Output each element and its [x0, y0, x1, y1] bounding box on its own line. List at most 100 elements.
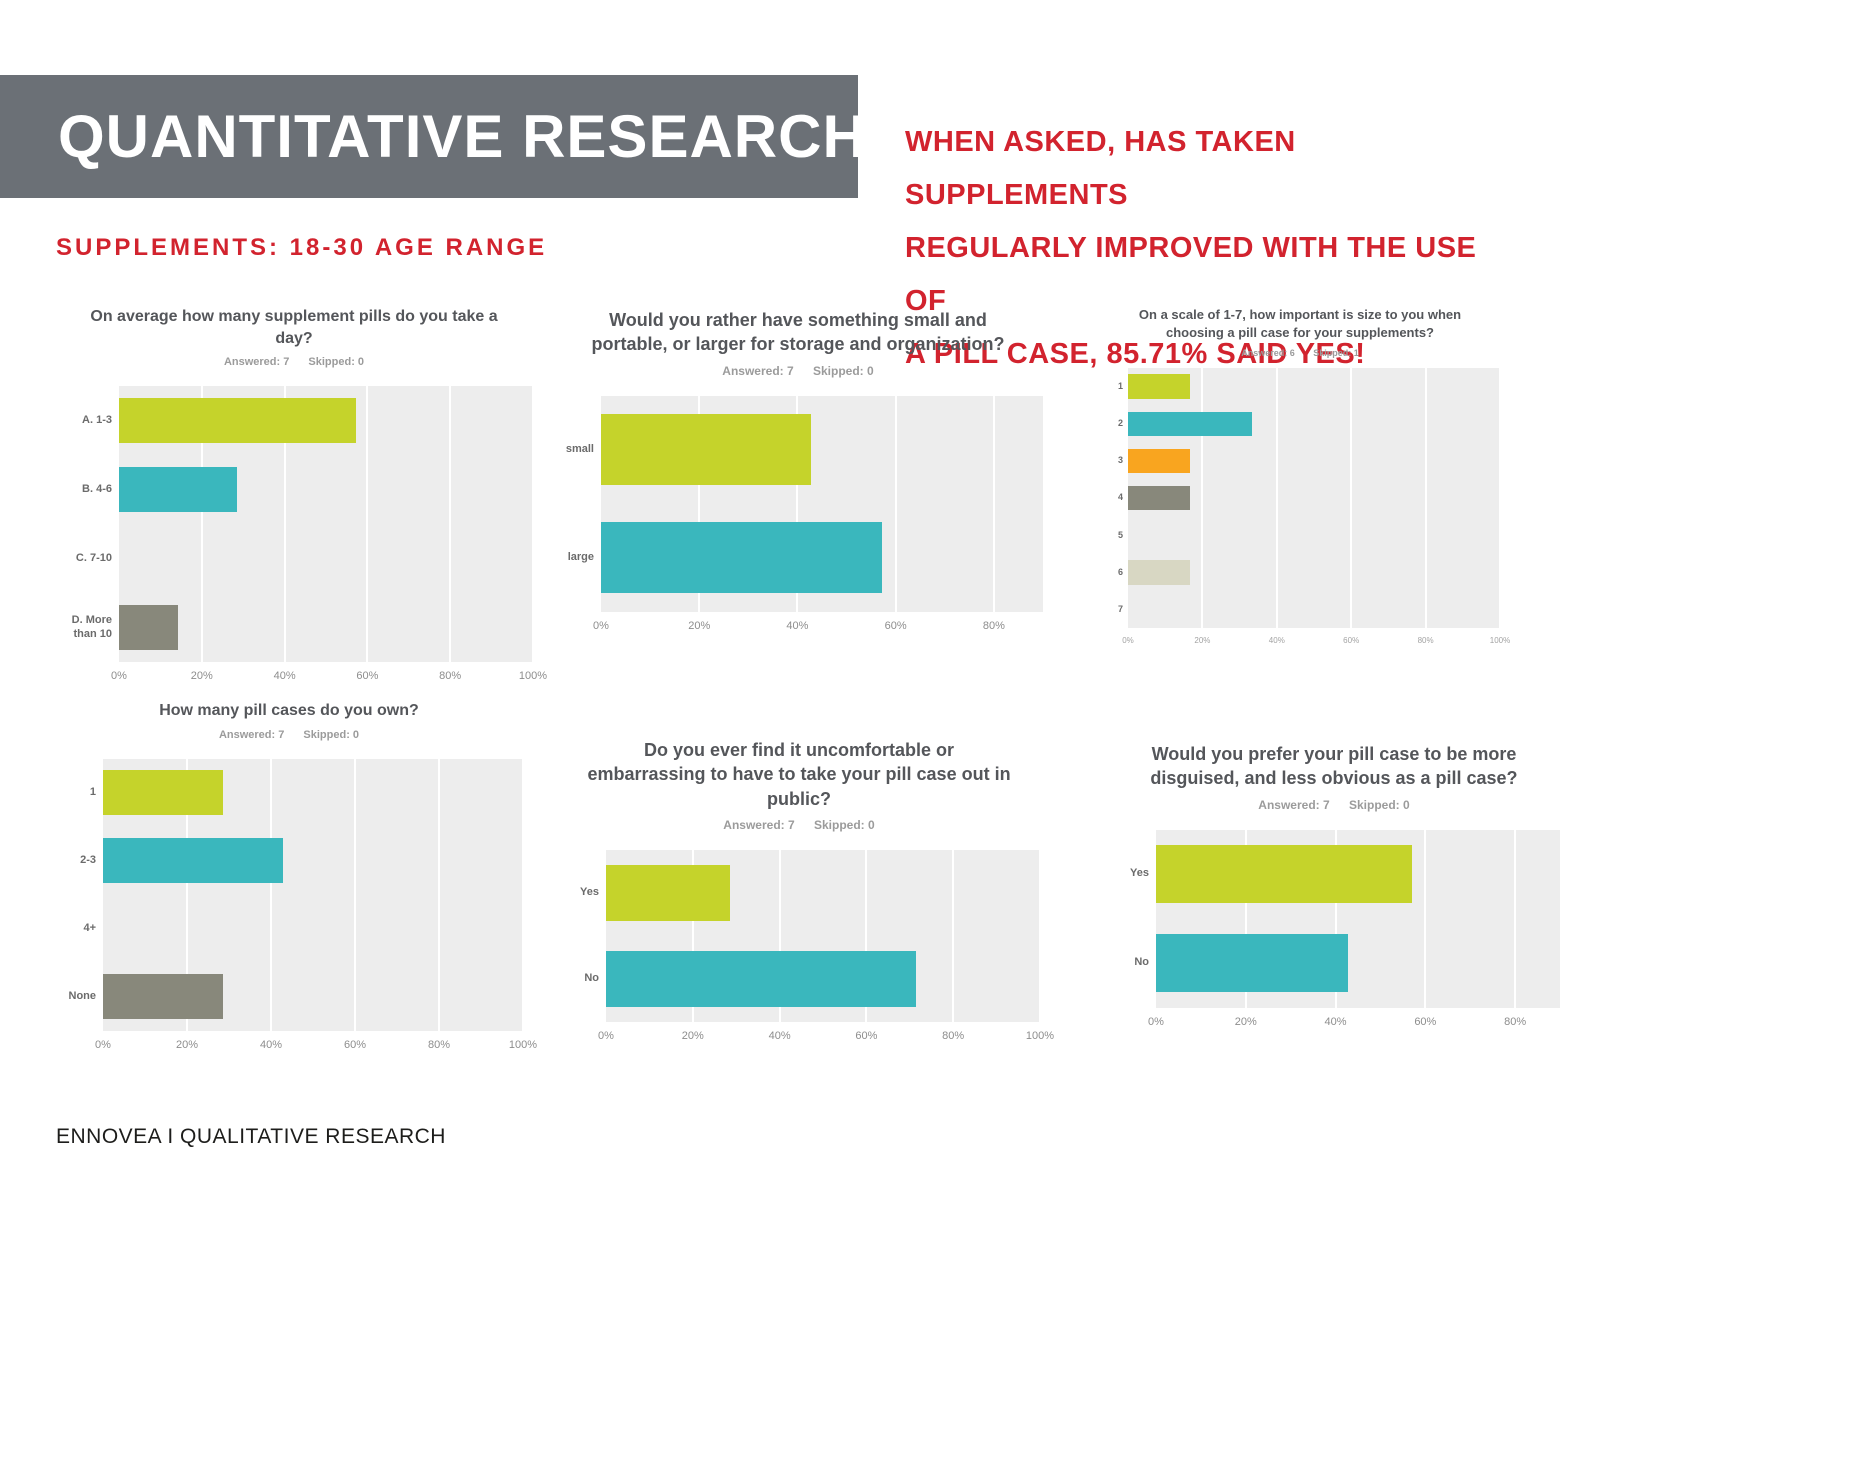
x-tick-label: 20%: [1194, 636, 1211, 646]
bar-row: [103, 759, 523, 827]
x-tick-label: 40%: [273, 670, 296, 683]
gridline: [522, 758, 524, 1031]
x-tick-label: 80%: [1504, 1015, 1527, 1028]
gridline: [1424, 368, 1427, 629]
chart-small-vs-large: Would you rather have something small an…: [553, 308, 1043, 641]
x-tick-label: 0%: [1148, 1015, 1164, 1028]
category-label: 1: [1117, 381, 1123, 392]
x-tick-label: 60%: [1414, 1015, 1437, 1028]
x-tick-label: 20%: [175, 1038, 199, 1051]
bar-row: [1128, 405, 1500, 442]
category-label: D. More than 10: [71, 613, 112, 640]
chart-disguised-preference: Would you prefer your pill case to be mo…: [1108, 742, 1560, 1037]
category-label: small: [565, 442, 594, 455]
x-axis: 0% 20% 40% 60% 80%: [593, 617, 1043, 641]
category-label: large: [567, 550, 594, 563]
bar: [1156, 933, 1349, 993]
bar-row: [1128, 368, 1500, 405]
gridline: [796, 395, 799, 612]
category-label: B. 4-6: [82, 482, 112, 495]
x-tick-label: 20%: [688, 619, 711, 632]
x-tick-label: 40%: [768, 1029, 791, 1042]
x-axis: 0% 20% 40% 60% 80% 100%: [598, 1027, 1054, 1051]
bar-row: [119, 593, 533, 662]
gridline: [283, 386, 286, 663]
y-axis-labels: 1 2-3 4+ None: [55, 759, 103, 1031]
chart-size-importance-scale: On a scale of 1-7, how important is size…: [1100, 306, 1510, 657]
gridline: [366, 386, 369, 663]
gridline: [1244, 829, 1247, 1008]
plot-area: [119, 386, 534, 663]
gridline: [1039, 849, 1041, 1022]
skipped-count: Skipped: 0: [303, 728, 360, 741]
answered-count: Answered: 7: [1258, 797, 1330, 812]
x-tick-label: 60%: [356, 670, 379, 683]
bar: [1128, 411, 1252, 437]
bar-row: [1128, 517, 1500, 554]
bar: [606, 950, 916, 1008]
bar: [601, 413, 812, 486]
x-tick-label: 20%: [681, 1029, 704, 1042]
gridline: [438, 758, 440, 1031]
bar-row: [601, 396, 1043, 504]
skipped-count: Skipped: 0: [813, 363, 874, 378]
bar-row: [119, 386, 533, 455]
bar-row: [1128, 480, 1500, 517]
answered-count: Answered: 7: [722, 363, 794, 378]
gridline: [354, 758, 356, 1031]
x-tick-label: 100%: [508, 1038, 538, 1051]
x-tick-label: 20%: [190, 670, 213, 683]
plot-area: [606, 849, 1041, 1022]
x-tick-label: 20%: [1234, 1015, 1257, 1028]
bar: [1128, 448, 1190, 474]
gridline: [1514, 829, 1517, 1008]
plot-area: [1156, 829, 1560, 1008]
x-tick-label: 100%: [1489, 636, 1511, 646]
gridline: [698, 395, 701, 612]
x-tick-label: 60%: [855, 1029, 878, 1042]
bar-row: [103, 895, 523, 963]
bar: [103, 974, 223, 1020]
bar: [119, 604, 179, 651]
answered-count: Answered: 7: [218, 728, 285, 741]
x-tick-label: 100%: [1025, 1029, 1055, 1042]
x-tick-label: 80%: [427, 1038, 451, 1051]
category-label: No: [584, 972, 599, 985]
chart-meta: Answered: 7 Skipped: 0: [55, 729, 523, 741]
x-tick-label: 0%: [593, 619, 609, 632]
skipped-count: Skipped: 1: [1313, 348, 1359, 359]
bar-row: [606, 936, 1040, 1022]
category-label: 2-3: [80, 853, 96, 866]
y-axis-labels: Yes No: [1108, 830, 1156, 1008]
x-tick-label: 100%: [518, 670, 548, 683]
category-label: 2: [1117, 418, 1123, 429]
gridline: [1499, 368, 1501, 629]
chart-meta: Answered: 7 Skipped: 0: [55, 356, 533, 368]
x-tick-label: 40%: [1268, 636, 1285, 646]
category-label: C. 7-10: [75, 551, 112, 564]
bar-row: [119, 524, 533, 593]
chart-supplements-per-day: On average how many supplement pills do …: [55, 306, 547, 691]
y-axis-labels: 1 2 3 4 5 6 7: [1100, 368, 1128, 628]
x-tick-label: 80%: [942, 1029, 965, 1042]
x-tick-label: 40%: [259, 1038, 283, 1051]
x-tick-label: 60%: [1343, 636, 1360, 646]
chart-embarrassment-public: Do you ever find it uncomfortable or emb…: [558, 738, 1054, 1051]
plot-area: [103, 758, 524, 1031]
x-tick-label: 0%: [598, 1029, 614, 1042]
skipped-count: Skipped: 0: [1349, 797, 1410, 812]
chart-title: How many pill cases do you own?: [159, 702, 419, 719]
category-label: 6: [1117, 566, 1123, 577]
x-tick-label: 0%: [95, 1038, 111, 1051]
section-subtitle: SUPPLEMENTS: 18-30 AGE RANGE: [56, 234, 548, 261]
footer-credit: ENNOVEA I QUALITATIVE RESEARCH: [56, 1125, 446, 1148]
gridline: [894, 395, 897, 612]
category-label: 3: [1117, 455, 1123, 466]
chart-title: Do you ever find it uncomfortable or emb…: [587, 740, 1011, 809]
bar-row: [1128, 442, 1500, 479]
x-tick-label: 0%: [111, 670, 127, 683]
category-label: Yes: [580, 886, 599, 899]
bar: [1156, 844, 1413, 904]
x-axis: 0% 20% 40% 60% 80% 100%: [1122, 633, 1510, 657]
bar-row: [601, 504, 1043, 612]
